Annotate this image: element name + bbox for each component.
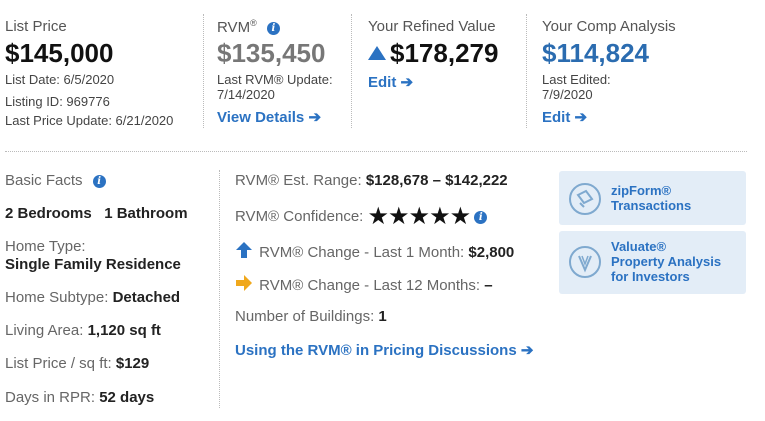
comp-edited-date: 7/9/2020 [542, 87, 593, 102]
info-icon[interactable]: i [474, 210, 488, 224]
star-icon: ★ [449, 203, 471, 230]
list-price-label: List Price [5, 18, 67, 35]
number-of-buildings: Number of Buildings: 1 [235, 308, 387, 325]
arrow-up-icon [235, 241, 255, 263]
comp-analysis-value: $114,824 [542, 38, 650, 68]
zipform-title: zipForm® [611, 183, 672, 198]
home-subtype: Home Subtype: Detached [5, 289, 181, 306]
valuate-card[interactable]: Valuate® Property Analysis for Investors [559, 231, 746, 294]
home-type-label: Home Type: [5, 238, 86, 255]
divider [219, 170, 220, 408]
home-type-value: Single Family Residence [5, 256, 181, 273]
divider [203, 14, 204, 128]
star-icon: ★ [388, 203, 409, 230]
listing-id: Listing ID: 969776 [5, 94, 110, 109]
rvm-change-12m: RVM® Change - Last 12 Months: – [235, 274, 493, 296]
valuate-title: Valuate® [611, 239, 667, 254]
list-price-per-sqft: List Price / sq ft: $129 [5, 355, 150, 372]
refined-value: $178,279 [368, 38, 498, 69]
view-details-link[interactable]: View Details ➔ [217, 109, 322, 126]
confidence-stars: ★★★★★ [368, 203, 472, 230]
last-price-update: Last Price Update: 6/21/2020 [5, 113, 174, 128]
list-price-value: $145,000 [5, 38, 114, 68]
rvm-value: $135,450 [217, 38, 326, 68]
comp-edit-link[interactable]: Edit ➔ [542, 109, 588, 126]
divider [526, 14, 527, 128]
comp-edited-label: Last Edited: [542, 72, 611, 87]
rvm-change-1m: RVM® Change - Last 1 Month: $2,800 [235, 241, 514, 263]
rooms: 2 Bedrooms 1 Bathroom [5, 205, 188, 222]
divider [351, 14, 352, 128]
info-icon[interactable]: i [92, 174, 106, 188]
basic-facts-title: Basic Facts i [5, 172, 106, 189]
list-date: List Date: 6/5/2020 [5, 72, 115, 87]
arrow-right-icon: ➔ [574, 109, 588, 126]
zipform-card[interactable]: zipForm® Transactions [559, 171, 746, 225]
arrow-right-icon [235, 274, 255, 296]
arrow-right-icon: ➔ [308, 109, 322, 126]
rvm-est-range: RVM® Est. Range: $128,678 – $142,222 [235, 172, 508, 189]
valuate-subtitle-1: Property Analysis [611, 254, 722, 269]
zipform-icon [569, 183, 601, 215]
comp-analysis-label: Your Comp Analysis [542, 18, 676, 35]
info-icon[interactable]: i [266, 21, 280, 35]
arrow-right-icon: ➔ [400, 74, 414, 91]
rvm-pricing-link[interactable]: Using the RVM® in Pricing Discussions ➔ [235, 342, 534, 359]
triangle-up-icon [368, 46, 386, 60]
star-icon: ★ [429, 203, 450, 230]
living-area: Living Area: 1,120 sq ft [5, 322, 161, 339]
star-icon: ★ [408, 203, 430, 230]
refined-edit-link[interactable]: Edit ➔ [368, 74, 414, 91]
section-divider [5, 151, 747, 152]
valuate-icon [569, 246, 601, 278]
rvm-update-label: Last RVM® Update: [217, 72, 333, 87]
refined-value-label: Your Refined Value [368, 18, 496, 35]
rvm-confidence: RVM® Confidence: ★★★★★ i [235, 202, 488, 231]
star-icon: ★ [367, 203, 389, 230]
valuate-subtitle-2: for Investors [611, 269, 690, 284]
arrow-right-icon: ➔ [520, 342, 534, 359]
zipform-subtitle: Transactions [611, 198, 692, 213]
days-in-rpr: Days in RPR: 52 days [5, 389, 155, 406]
rvm-update-date: 7/14/2020 [217, 87, 275, 102]
rvm-label: RVM® i [217, 18, 280, 36]
